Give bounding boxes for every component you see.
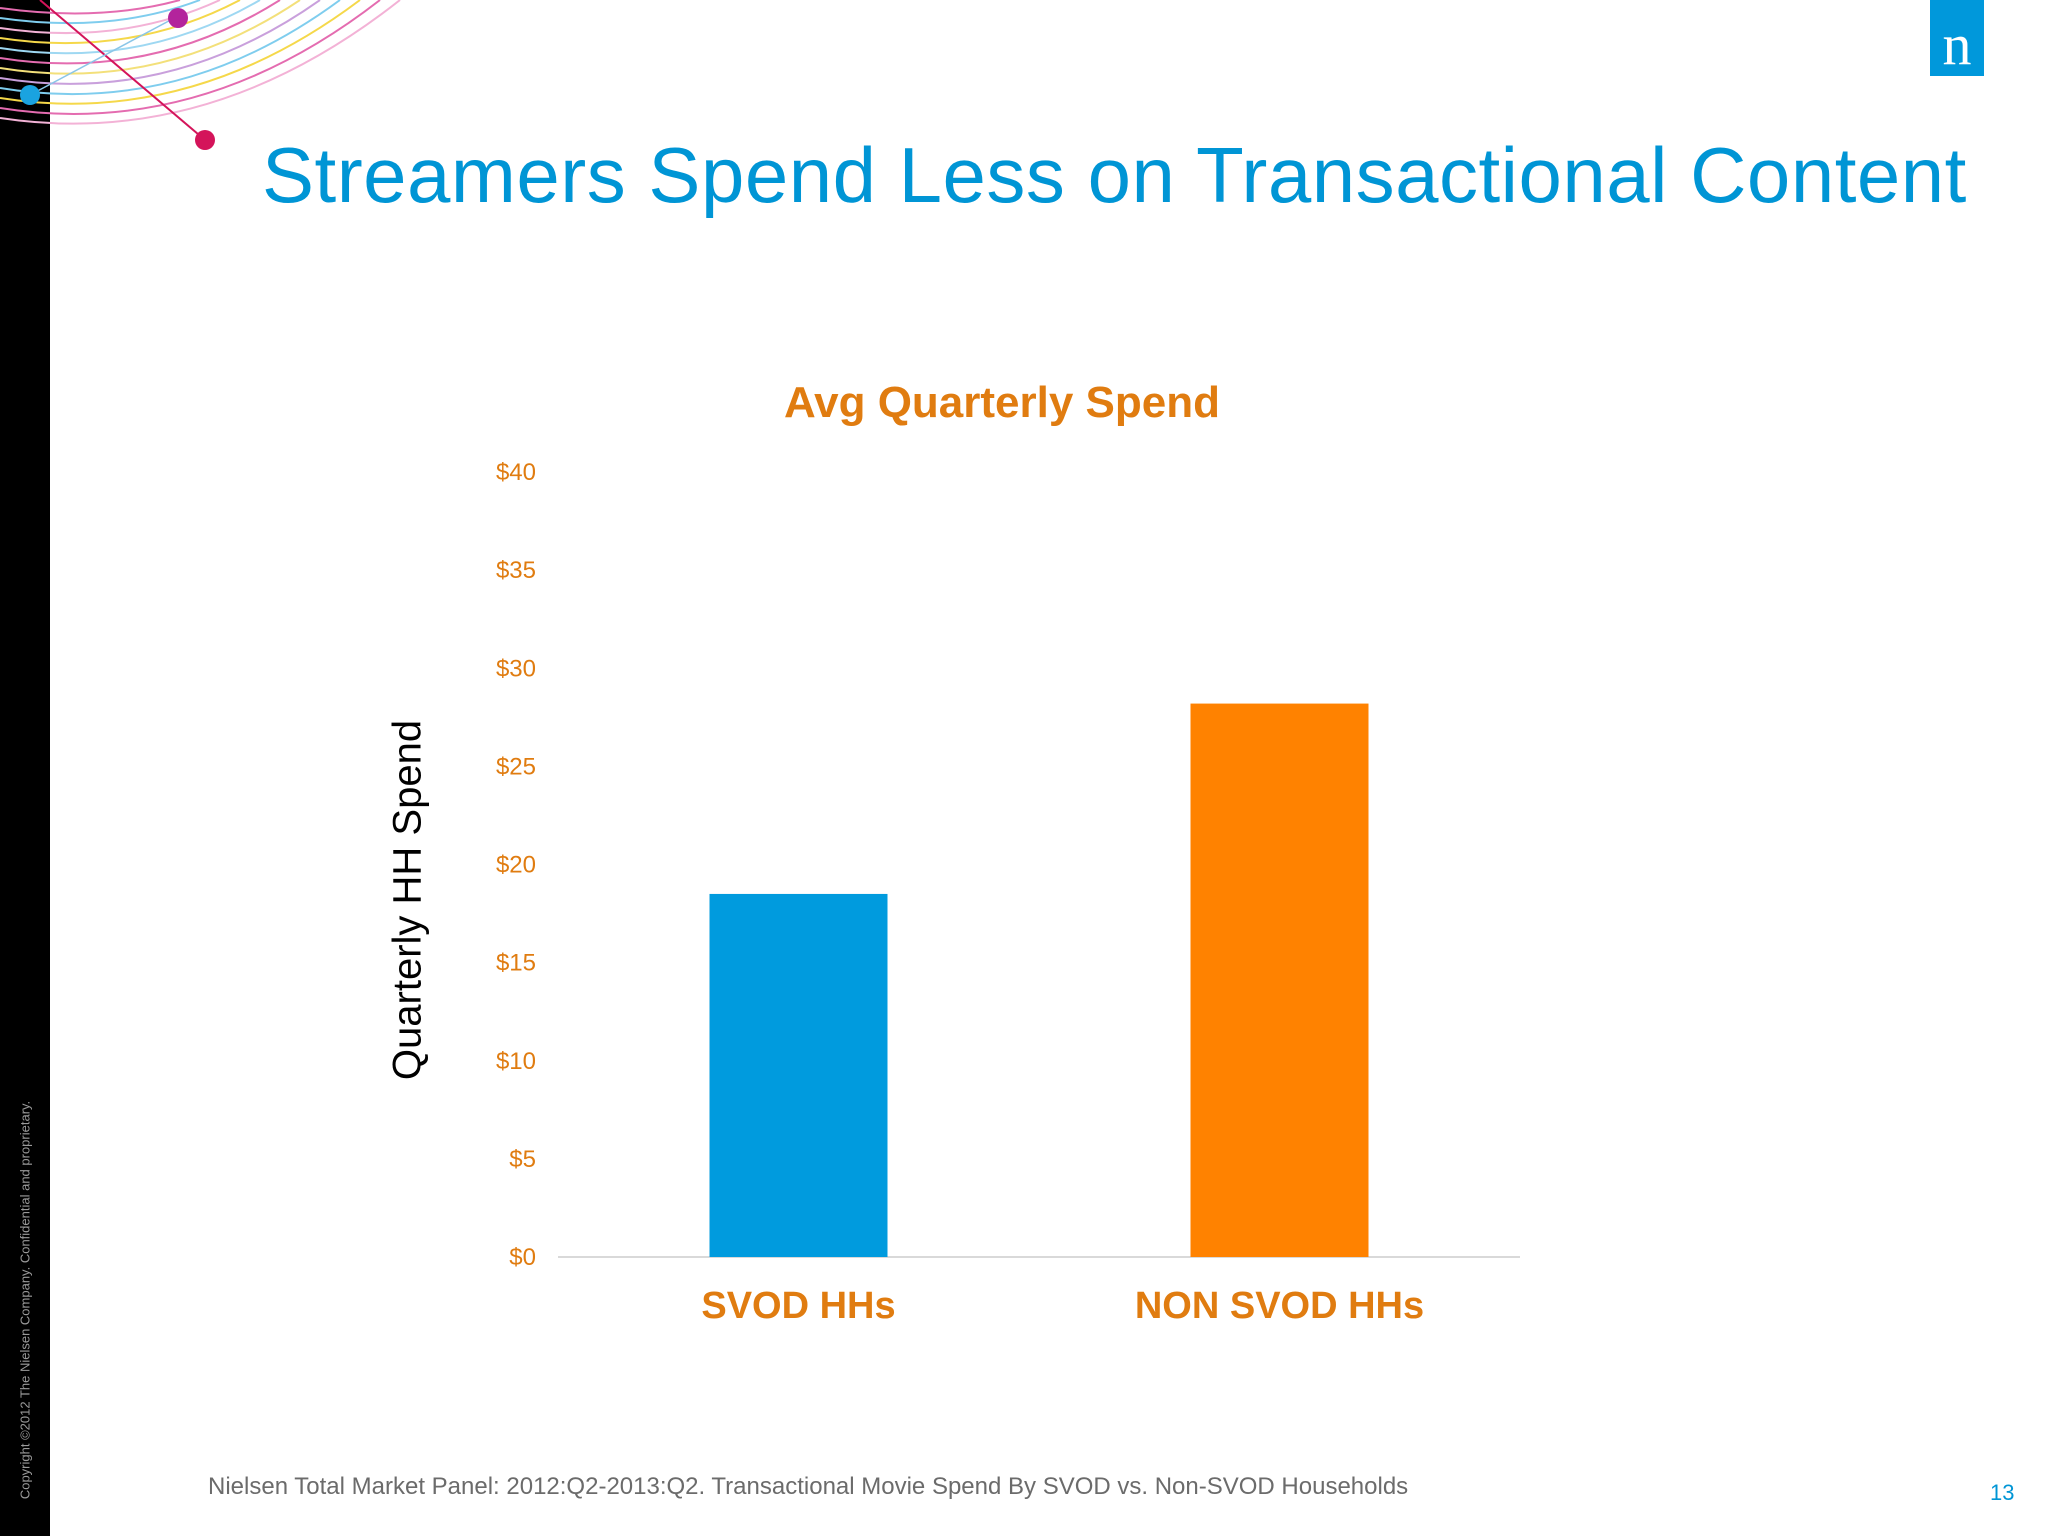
x-category-label: NON SVOD HHs xyxy=(1135,1285,1424,1327)
y-tick-label: $35 xyxy=(496,557,536,584)
x-category-label: SVOD HHs xyxy=(701,1285,895,1327)
nielsen-logo: n xyxy=(1930,0,1984,77)
y-tick-label: $25 xyxy=(496,753,536,780)
y-tick-label: $20 xyxy=(496,852,536,879)
y-tick-label: $40 xyxy=(496,459,536,486)
y-tick-label: $30 xyxy=(496,655,536,682)
footer-source-note: Nielsen Total Market Panel: 2012:Q2-2013… xyxy=(208,1473,1409,1500)
y-tick-label: $15 xyxy=(496,950,536,977)
decorative-arcs-graphic xyxy=(0,0,401,150)
page-title: Streamers Spend Less on Transactional Co… xyxy=(262,131,1967,219)
bar-non-svod-hhs xyxy=(1190,703,1369,1257)
page-number: 13 xyxy=(1990,1480,2015,1505)
bar-svod-hhs xyxy=(709,893,888,1257)
y-tick-label: $5 xyxy=(509,1146,536,1173)
chart-title: Avg Quarterly Spend xyxy=(783,378,1221,427)
y-tick-label: $10 xyxy=(496,1048,536,1075)
left-sidebar-bar xyxy=(0,0,50,1536)
y-tick-label: $0 xyxy=(509,1244,536,1271)
